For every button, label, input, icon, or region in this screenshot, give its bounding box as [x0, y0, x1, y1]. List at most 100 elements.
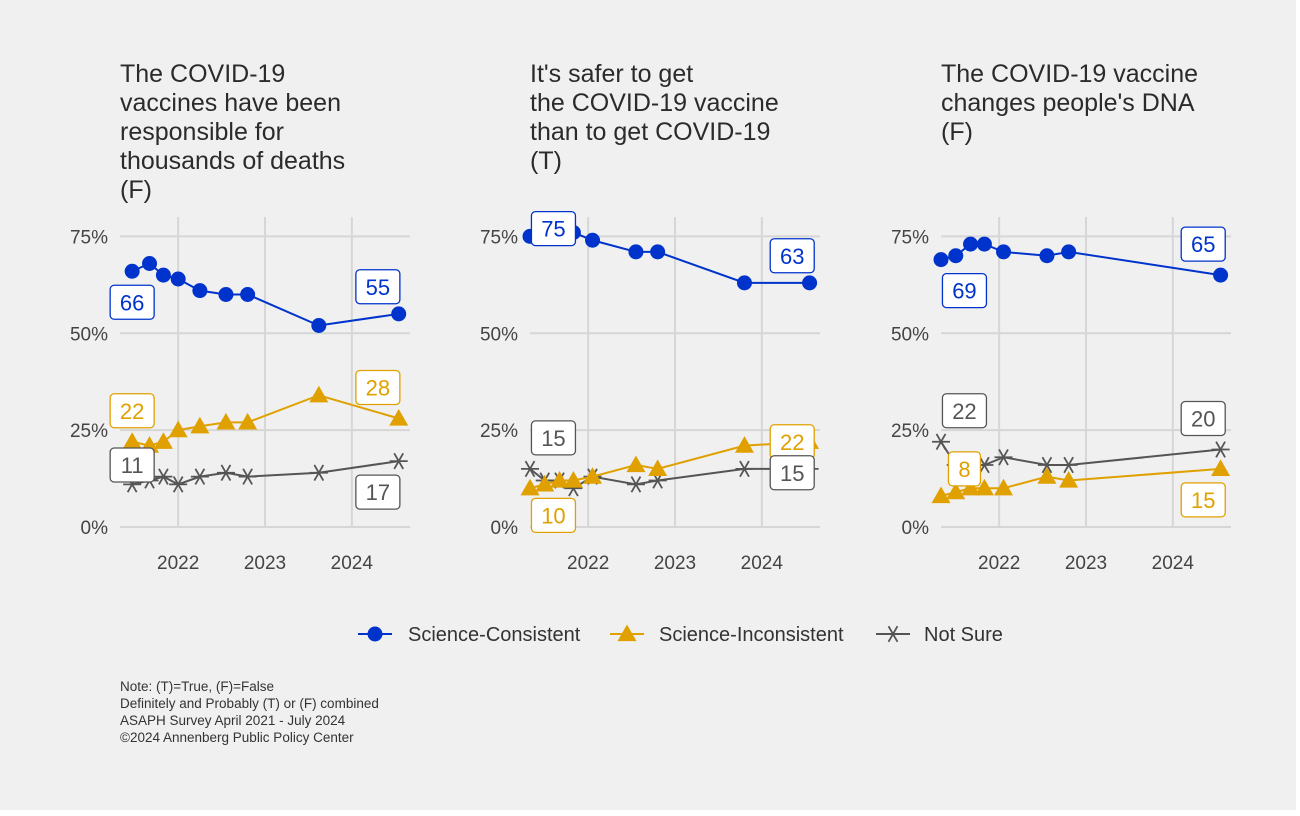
data-point-triangle — [946, 482, 966, 500]
value-label-box — [530, 210, 577, 247]
data-point-asterisk — [994, 448, 1013, 466]
note-line: Definitely and Probably (T) or (F) combi… — [120, 696, 379, 711]
value-label-box — [109, 447, 155, 483]
data-point-circle — [1213, 267, 1229, 283]
asterisk-stroke — [393, 452, 404, 470]
y-tick-label: 0% — [902, 518, 930, 539]
data-point-circle — [948, 248, 964, 264]
data-point-triangle — [238, 412, 258, 430]
x-tick-label: 2024 — [741, 553, 784, 574]
panel-3: 0% 25% 50% 75% 2022 2023 2024 69 65 8 15 22 20 — [891, 217, 1231, 574]
data-point-triangle — [190, 416, 210, 434]
value-label-box — [947, 451, 982, 487]
data-point-triangle — [734, 436, 754, 453]
y-tick-label: 25% — [70, 421, 108, 442]
panel-title-2: It's safer to get the COVID-19 vaccine t… — [530, 60, 779, 175]
data-point-triangle — [520, 478, 540, 496]
data-point-circle — [976, 236, 992, 252]
data-point-circle — [240, 287, 256, 302]
value-label-text: 11 — [121, 453, 144, 478]
panel-2: 0% 25% 50% 75% 2022 2023 2024 75 63 10 22 15 15 — [480, 210, 820, 574]
data-point-asterisk — [521, 460, 539, 478]
legend-label: Not Sure — [924, 624, 1003, 646]
x-tick-label: 2024 — [331, 553, 374, 574]
data-point-triangle — [626, 455, 646, 473]
data-point-triangle — [1211, 459, 1231, 476]
asterisk-stroke — [158, 468, 169, 485]
asterisk-stroke — [313, 464, 325, 482]
value-label: 66 — [109, 284, 155, 320]
value-label-box — [769, 238, 815, 274]
asterisk-stroke — [739, 460, 750, 478]
value-label-text: 75 — [541, 217, 565, 242]
value-label-box — [941, 393, 988, 429]
value-label: 20 — [1180, 400, 1226, 437]
chart-notes: Note: (T)=True, (F)=False Definitely and… — [120, 678, 379, 746]
data-point-triangle — [309, 385, 329, 403]
value-label: 10 — [530, 497, 577, 534]
value-label-box — [355, 474, 401, 510]
value-label: 28 — [355, 369, 401, 406]
value-label-text: 22 — [952, 399, 976, 424]
asterisk-stroke — [630, 476, 642, 493]
data-point-circle — [1039, 248, 1055, 264]
asterisk-stroke — [172, 476, 184, 493]
asterisk-stroke — [1063, 456, 1074, 474]
value-label-text: 69 — [952, 279, 976, 304]
y-tick-label: 75% — [891, 227, 929, 248]
data-point-asterisk — [169, 476, 188, 493]
data-point-triangle — [122, 432, 142, 449]
value-label: 63 — [769, 238, 815, 274]
data-point-asterisk — [932, 433, 950, 451]
value-label-box — [355, 369, 401, 406]
data-point-asterisk — [238, 468, 257, 485]
value-label-text: 15 — [541, 426, 565, 451]
data-point-asterisk — [1037, 456, 1056, 474]
legend-item: Not Sure — [876, 624, 1003, 646]
asterisk-stroke — [1215, 441, 1226, 458]
data-point-triangle — [216, 412, 236, 430]
data-point-asterisk — [309, 464, 328, 482]
value-label: 22 — [769, 424, 815, 460]
data-point-circle — [192, 283, 208, 299]
value-label: 69 — [941, 272, 988, 309]
y-tick-label: 25% — [891, 421, 929, 442]
data-point-asterisk — [154, 468, 173, 485]
y-tick-label: 75% — [70, 227, 108, 248]
value-label-box — [769, 455, 815, 491]
value-label-text: 15 — [1191, 488, 1215, 513]
value-label-box — [1180, 482, 1226, 518]
data-point-circle — [933, 252, 949, 268]
value-label: 15 — [769, 455, 815, 491]
data-point-triangle — [153, 432, 173, 449]
data-point-triangle — [974, 478, 994, 496]
value-label: 17 — [355, 474, 401, 510]
note-line: Note: (T)=True, (F)=False — [120, 679, 275, 694]
data-point-asterisk — [1211, 441, 1230, 458]
data-point-asterisk — [389, 452, 408, 470]
data-point-circle — [367, 626, 383, 642]
value-label-text: 22 — [780, 430, 804, 455]
data-point-asterisk — [884, 625, 902, 643]
data-point-triangle — [931, 486, 951, 504]
value-label-text: 66 — [120, 290, 144, 315]
data-point-circle — [155, 267, 171, 283]
data-point-triangle — [648, 459, 668, 476]
note-line: ©2024 Annenberg Public Policy Center — [120, 730, 354, 745]
value-label-box — [941, 272, 988, 309]
value-label-box — [530, 497, 577, 534]
asterisk-stroke — [887, 625, 899, 643]
value-label: 75 — [530, 210, 577, 247]
data-point-triangle — [168, 420, 188, 438]
data-point-triangle — [961, 478, 981, 496]
data-point-asterisk — [626, 476, 645, 493]
asterisk-stroke — [1041, 456, 1053, 474]
value-label-box — [109, 393, 155, 429]
y-tick-label: 50% — [70, 324, 108, 345]
value-label: 22 — [109, 393, 155, 429]
value-label: 15 — [1180, 482, 1226, 518]
x-tick-label: 2022 — [978, 553, 1020, 574]
value-label: 8 — [947, 451, 982, 487]
legend-item: Science-Inconsistent — [610, 624, 844, 646]
y-tick-label: 0% — [491, 518, 519, 539]
